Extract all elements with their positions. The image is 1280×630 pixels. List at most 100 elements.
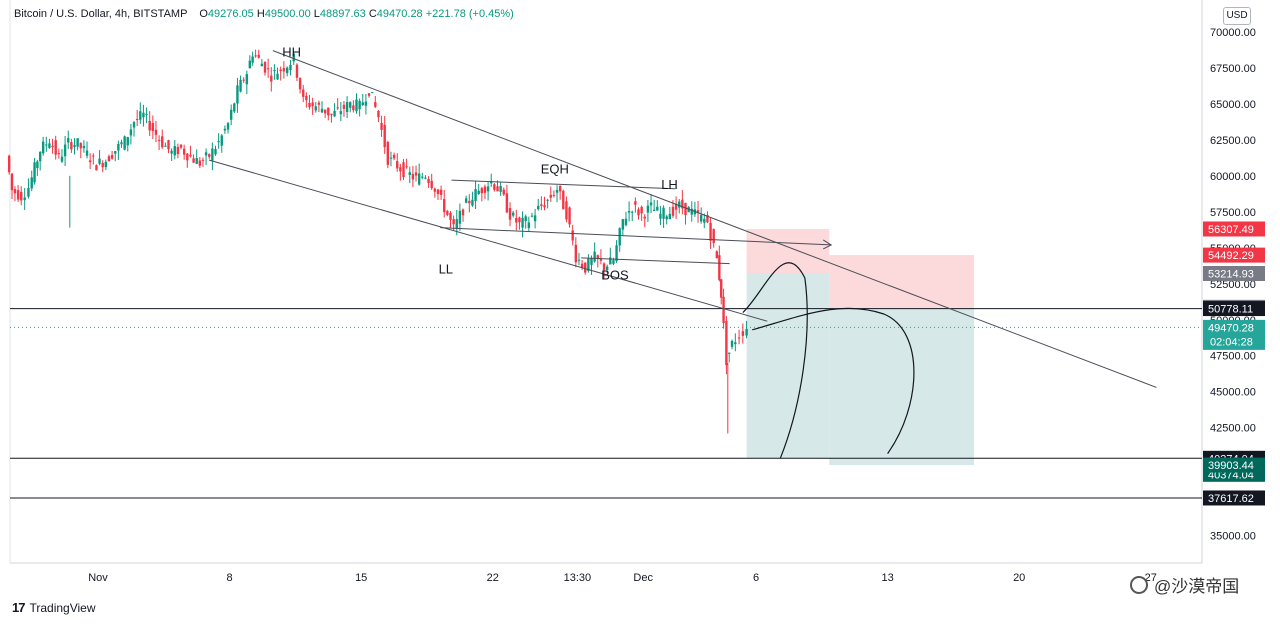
tradingview-brand[interactable]: 17 TradingView <box>12 600 96 615</box>
candle-body <box>305 95 308 101</box>
candle-body <box>123 136 126 150</box>
candle-body <box>674 203 678 210</box>
candle-body <box>377 110 380 118</box>
annotation-ll: LL <box>439 262 453 277</box>
candle-body <box>248 60 252 69</box>
currency-button[interactable]: USD <box>1223 7 1251 25</box>
candle-body <box>533 215 537 222</box>
candle-body <box>402 162 405 178</box>
candle-body <box>223 128 227 131</box>
candle-body <box>496 186 499 192</box>
candle-body <box>92 155 95 157</box>
x-tick-label: 27 <box>1145 572 1157 584</box>
candle-body <box>730 340 734 347</box>
annotation-hh: HH <box>282 44 301 59</box>
candle-body <box>317 102 321 105</box>
candle-body <box>179 144 183 148</box>
price-label-box <box>1203 265 1265 281</box>
candle-body <box>687 207 690 213</box>
candle-body <box>289 64 292 71</box>
candle-body <box>251 56 254 63</box>
candle-body <box>524 216 527 222</box>
candle-body <box>349 102 352 108</box>
candle-body <box>254 55 257 57</box>
candle-body <box>540 204 543 206</box>
candle-body <box>154 129 158 135</box>
symbol-name[interactable]: Bitcoin / U.S. Dollar, 4h, BITSTAMP <box>14 8 188 20</box>
close-label: C <box>368 8 377 20</box>
price-label-text: 49470.28 <box>1208 322 1254 334</box>
candle-body <box>358 100 361 110</box>
candle-body <box>282 68 286 72</box>
x-tick-label: 8 <box>227 572 233 584</box>
candle-body <box>678 201 681 208</box>
x-tick-label: 6 <box>753 572 759 584</box>
candle-body <box>76 138 79 147</box>
candle-body <box>722 296 725 324</box>
candle-body <box>471 199 474 206</box>
candle-body <box>345 101 349 112</box>
candle-body <box>279 69 282 72</box>
candle-body <box>104 161 108 168</box>
candle-body <box>13 189 17 194</box>
y-tick-label: 67500.00 <box>1210 63 1256 75</box>
candle-body <box>45 144 48 146</box>
candle-body <box>549 194 552 198</box>
candle-body <box>671 206 675 216</box>
candle-body <box>718 255 721 280</box>
candle-body <box>276 73 279 80</box>
candle-body <box>433 188 437 192</box>
candle-body <box>436 189 440 194</box>
candle-body <box>537 205 540 210</box>
candle-body <box>543 205 546 208</box>
candle-body <box>60 156 64 162</box>
candle-body <box>631 211 634 213</box>
brand-label: TradingView <box>29 600 96 615</box>
candle-body <box>333 110 336 117</box>
y-tick-label: 52500.00 <box>1210 279 1256 291</box>
candle-body <box>36 161 39 169</box>
candle-body <box>474 189 477 201</box>
candle-body <box>95 165 98 171</box>
candle-body <box>161 136 164 148</box>
candle-body <box>602 263 606 271</box>
high-label: H <box>256 8 265 20</box>
candle-body <box>233 103 236 112</box>
candle-body <box>148 120 151 131</box>
candle-body <box>502 189 505 195</box>
x-tick-label: Dec <box>633 572 653 584</box>
candle-body <box>54 140 57 155</box>
candle-body <box>558 185 562 192</box>
candle-body <box>662 207 665 219</box>
candle-body <box>352 105 355 111</box>
candle-body <box>342 104 346 109</box>
candle-body <box>30 177 33 189</box>
candle-body <box>468 200 471 204</box>
candle-body <box>16 190 20 200</box>
candle-body <box>480 188 484 194</box>
candle-body <box>273 69 276 71</box>
candle-body <box>505 193 509 213</box>
candle-body <box>285 67 289 74</box>
y-tick-label: 45000.00 <box>1210 387 1256 399</box>
candle-body <box>229 109 233 120</box>
candle-body <box>464 198 468 203</box>
candle-body <box>314 106 317 111</box>
candle-body <box>511 212 515 216</box>
y-tick-label: 65000.00 <box>1210 99 1256 111</box>
candle-body <box>734 342 737 345</box>
candle-body <box>88 160 92 163</box>
candle-body <box>266 68 270 70</box>
x-tick-label: 20 <box>1013 572 1025 584</box>
candle-body <box>499 185 502 192</box>
candle-body <box>355 99 358 112</box>
watermark: @沙漠帝国 <box>1130 572 1239 597</box>
candle-body <box>70 142 73 150</box>
tradingview-logo-icon: 17 <box>12 600 26 615</box>
candle-body <box>709 222 712 241</box>
candle-body <box>383 124 386 148</box>
candle-body <box>145 113 148 115</box>
